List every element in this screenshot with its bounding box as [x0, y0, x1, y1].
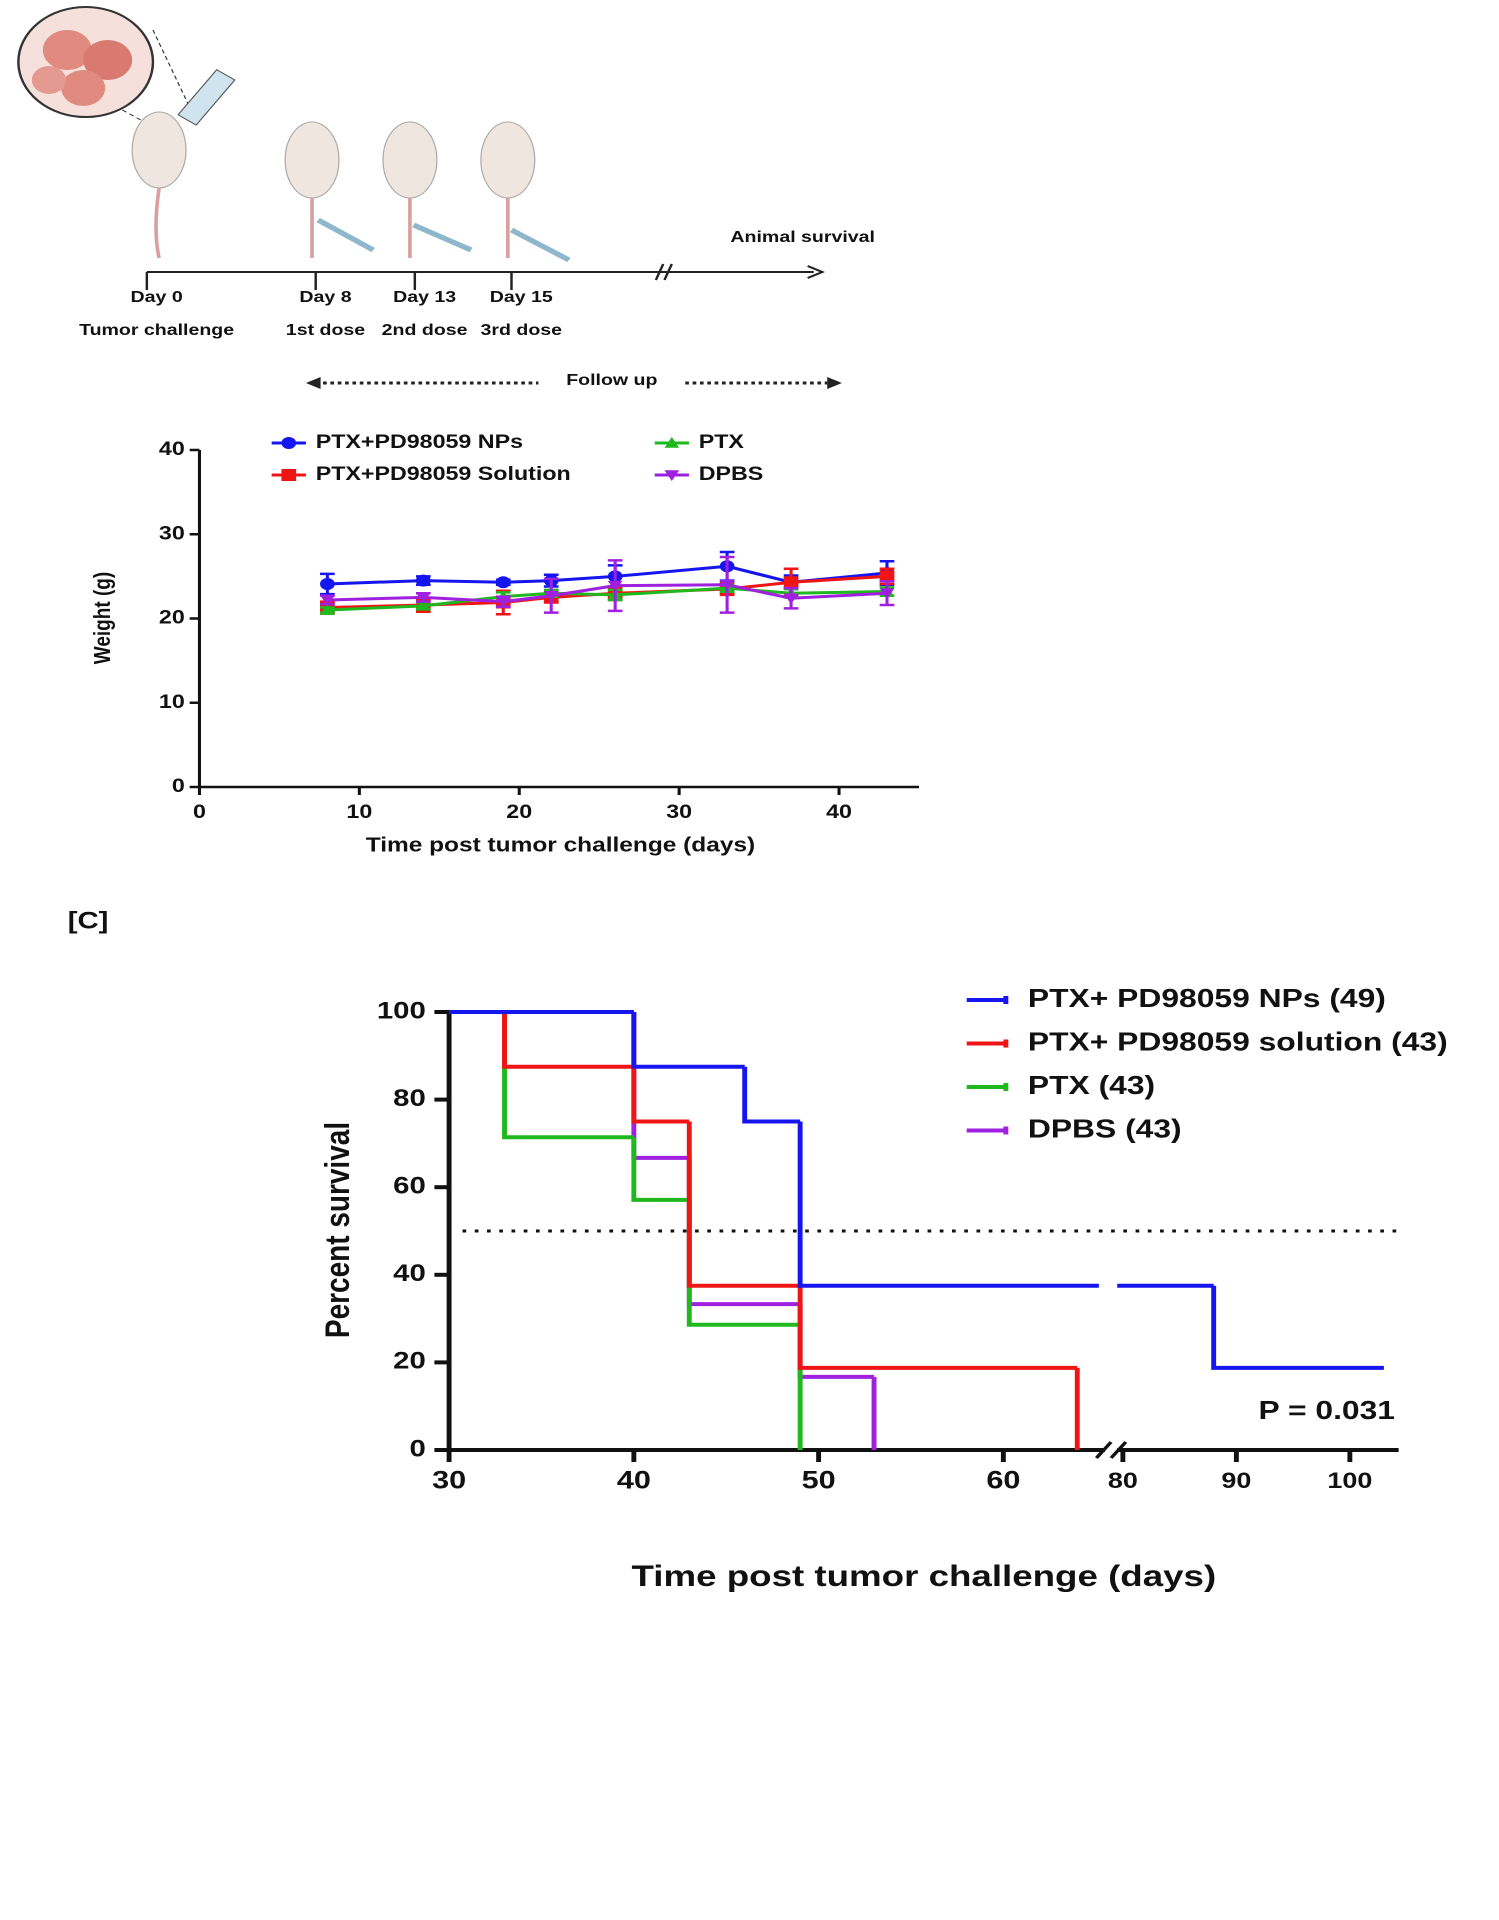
legend-label: PTX+ PD98059 NPs (49) — [1028, 984, 1386, 1013]
timeline-day: Day 15 — [490, 288, 553, 306]
x-tick-label: 80 — [1108, 1469, 1138, 1493]
marker — [415, 592, 431, 604]
y-tick-label: 40 — [159, 439, 185, 460]
y-tick-label: 0 — [172, 776, 185, 797]
marker — [495, 576, 511, 589]
y-axis-label: Percent survival — [319, 1122, 357, 1338]
marker — [415, 599, 431, 611]
survival-step — [686, 1121, 801, 1288]
legend-line — [966, 996, 1009, 1004]
legend-label: PTX+PD98059 Solution — [316, 464, 571, 485]
marker — [281, 437, 297, 449]
x-tick-label: 30 — [432, 1466, 466, 1494]
y-axis-label: Weight (g) — [90, 572, 115, 664]
marker — [664, 437, 680, 448]
survival-step — [502, 1012, 634, 1140]
timeline-day: Day 8 — [299, 288, 351, 306]
marker — [320, 604, 335, 615]
series-line — [327, 564, 888, 586]
y-tick-label: 60 — [393, 1172, 426, 1199]
survival-step — [797, 1121, 1214, 1288]
legend-label: PTX — [699, 432, 744, 453]
survival-step — [502, 1012, 634, 1069]
y-tick-label: 20 — [393, 1347, 426, 1374]
series-line — [327, 586, 888, 612]
x-tick-label: 40 — [617, 1466, 651, 1494]
x-axis-label: Time post tumor challenge (days) — [632, 1560, 1217, 1593]
legend-label: PTX+PD98059 NPs — [316, 432, 523, 453]
marker — [664, 470, 680, 481]
survival-step — [1211, 1285, 1384, 1370]
series-line — [327, 583, 888, 604]
marker — [879, 570, 895, 583]
legend-line — [966, 1039, 1009, 1048]
x-tick-label: 60 — [986, 1466, 1020, 1494]
axis-break — [1094, 1441, 1128, 1459]
end-label: Animal survival — [730, 228, 875, 246]
marker — [320, 577, 335, 590]
survival-step — [631, 1012, 690, 1160]
timeline-label: Tumor challenge — [79, 321, 234, 339]
marker — [543, 590, 559, 602]
follow-up-label: Follow up — [566, 371, 657, 389]
x-tick-label: 90 — [1221, 1469, 1251, 1493]
y-tick-label: 0 — [410, 1435, 426, 1462]
legend-line — [966, 1126, 1009, 1135]
y-tick-label: 80 — [393, 1084, 426, 1111]
x-tick-label: 20 — [506, 802, 532, 823]
y-tick-label: 100 — [377, 997, 426, 1024]
x-tick-label: 0 — [193, 802, 206, 823]
timeline-label: 2nd dose — [382, 321, 468, 339]
timeline-day: Day 0 — [131, 288, 183, 306]
x-axis-label: Time post tumor challenge (days) — [366, 833, 755, 855]
marker — [320, 595, 335, 606]
legend-label: PTX+ PD98059 solution (43) — [1028, 1028, 1448, 1057]
survival-step — [742, 1066, 801, 1124]
marker — [415, 574, 431, 587]
marker — [607, 580, 623, 592]
marker — [719, 580, 735, 591]
survival-step — [631, 1012, 745, 1069]
annotation: P = 0.031 — [1258, 1396, 1394, 1425]
marker — [783, 593, 799, 605]
marker — [495, 596, 511, 608]
survival-step — [631, 1137, 690, 1202]
survival-step — [631, 1066, 690, 1124]
x-tick-label: 10 — [346, 802, 372, 823]
x-tick-label: 30 — [666, 802, 692, 823]
y-tick-label: 10 — [159, 692, 185, 713]
marker — [281, 469, 297, 481]
x-tick-label: 40 — [826, 802, 852, 823]
survival-step — [797, 1285, 1078, 1370]
timeline-label: 3rd dose — [481, 321, 563, 339]
illustration — [17, 6, 842, 389]
legend-line — [966, 1083, 1009, 1091]
y-tick-label: 30 — [159, 523, 185, 544]
legend-label: DPBS — [699, 464, 764, 485]
marker — [783, 576, 799, 589]
y-tick-label: 20 — [159, 607, 185, 628]
legend-label: PTX (43) — [1028, 1071, 1155, 1100]
y-tick-label: 40 — [393, 1260, 426, 1287]
marker — [879, 588, 895, 600]
legend-label: DPBS (43) — [1028, 1115, 1182, 1144]
x-tick-label: 100 — [1327, 1469, 1372, 1493]
timeline-label: 1st dose — [286, 321, 365, 339]
timeline-day: Day 13 — [393, 288, 456, 306]
x-tick-label: 50 — [802, 1466, 836, 1494]
panel-label: [C] — [68, 907, 109, 934]
